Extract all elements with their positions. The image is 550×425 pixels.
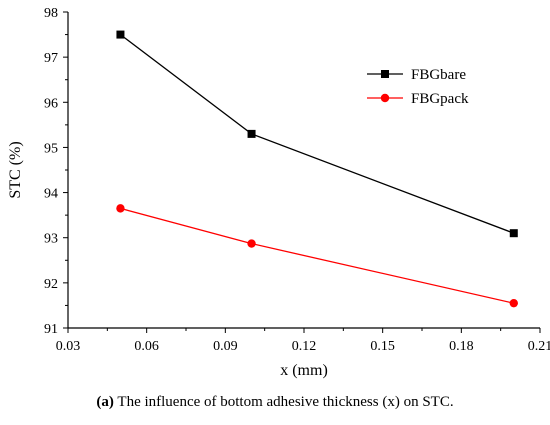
legend-marker-fbgpack [380, 93, 390, 103]
figure-caption: (a) The influence of bottom adhesive thi… [0, 394, 550, 411]
x-axis-ticks: 0.03 0.06 0.09 0.12 0.15 0.18 0.21 [56, 328, 550, 354]
caption-text: The influence of bottom adhesive thickne… [113, 394, 454, 410]
y-tick-label: 93 [44, 232, 58, 247]
series-line-fbgbare [120, 34, 515, 234]
series-group [116, 30, 518, 308]
series-line-fbgpack [120, 207, 514, 304]
x-tick-label: 0.15 [370, 339, 395, 354]
x-tick-label: 0.03 [56, 339, 81, 354]
x-tick-label: 0.21 [528, 339, 550, 354]
y-axis-ticks: 91 92 93 94 95 96 97 98 [44, 6, 68, 337]
data-point-fbgpack [116, 204, 125, 213]
x-tick-label: 0.12 [292, 339, 317, 354]
x-tick-label: 0.06 [134, 339, 159, 354]
data-point-fbgbare [116, 30, 125, 39]
y-tick-label: 97 [44, 51, 58, 66]
legend-label-fbgbare: FBGbare [411, 67, 466, 83]
y-tick-label: 92 [44, 277, 58, 292]
legend-marker-fbgbare [381, 70, 389, 78]
data-point-fbgbare [509, 229, 518, 238]
axes [67, 12, 540, 329]
y-tick-label: 94 [44, 187, 58, 202]
data-point-fbgpack [509, 298, 518, 308]
caption-label: (a) [96, 394, 114, 410]
x-tick-label: 0.09 [213, 339, 238, 354]
data-point-fbgpack [247, 239, 256, 248]
y-axis-title: STC (%) [7, 141, 24, 198]
y-tick-label: 91 [44, 322, 58, 337]
y-tick-label: 98 [44, 6, 58, 21]
legend-label-fbgpack: FBGpack [411, 91, 469, 107]
x-axis-title: x (mm) [280, 362, 328, 379]
x-tick-label: 0.18 [449, 339, 474, 354]
y-tick-label: 96 [44, 96, 58, 111]
legend: FBGbare FBGpack [367, 67, 469, 107]
y-tick-label: 95 [44, 141, 58, 156]
data-point-fbgbare [247, 129, 256, 138]
